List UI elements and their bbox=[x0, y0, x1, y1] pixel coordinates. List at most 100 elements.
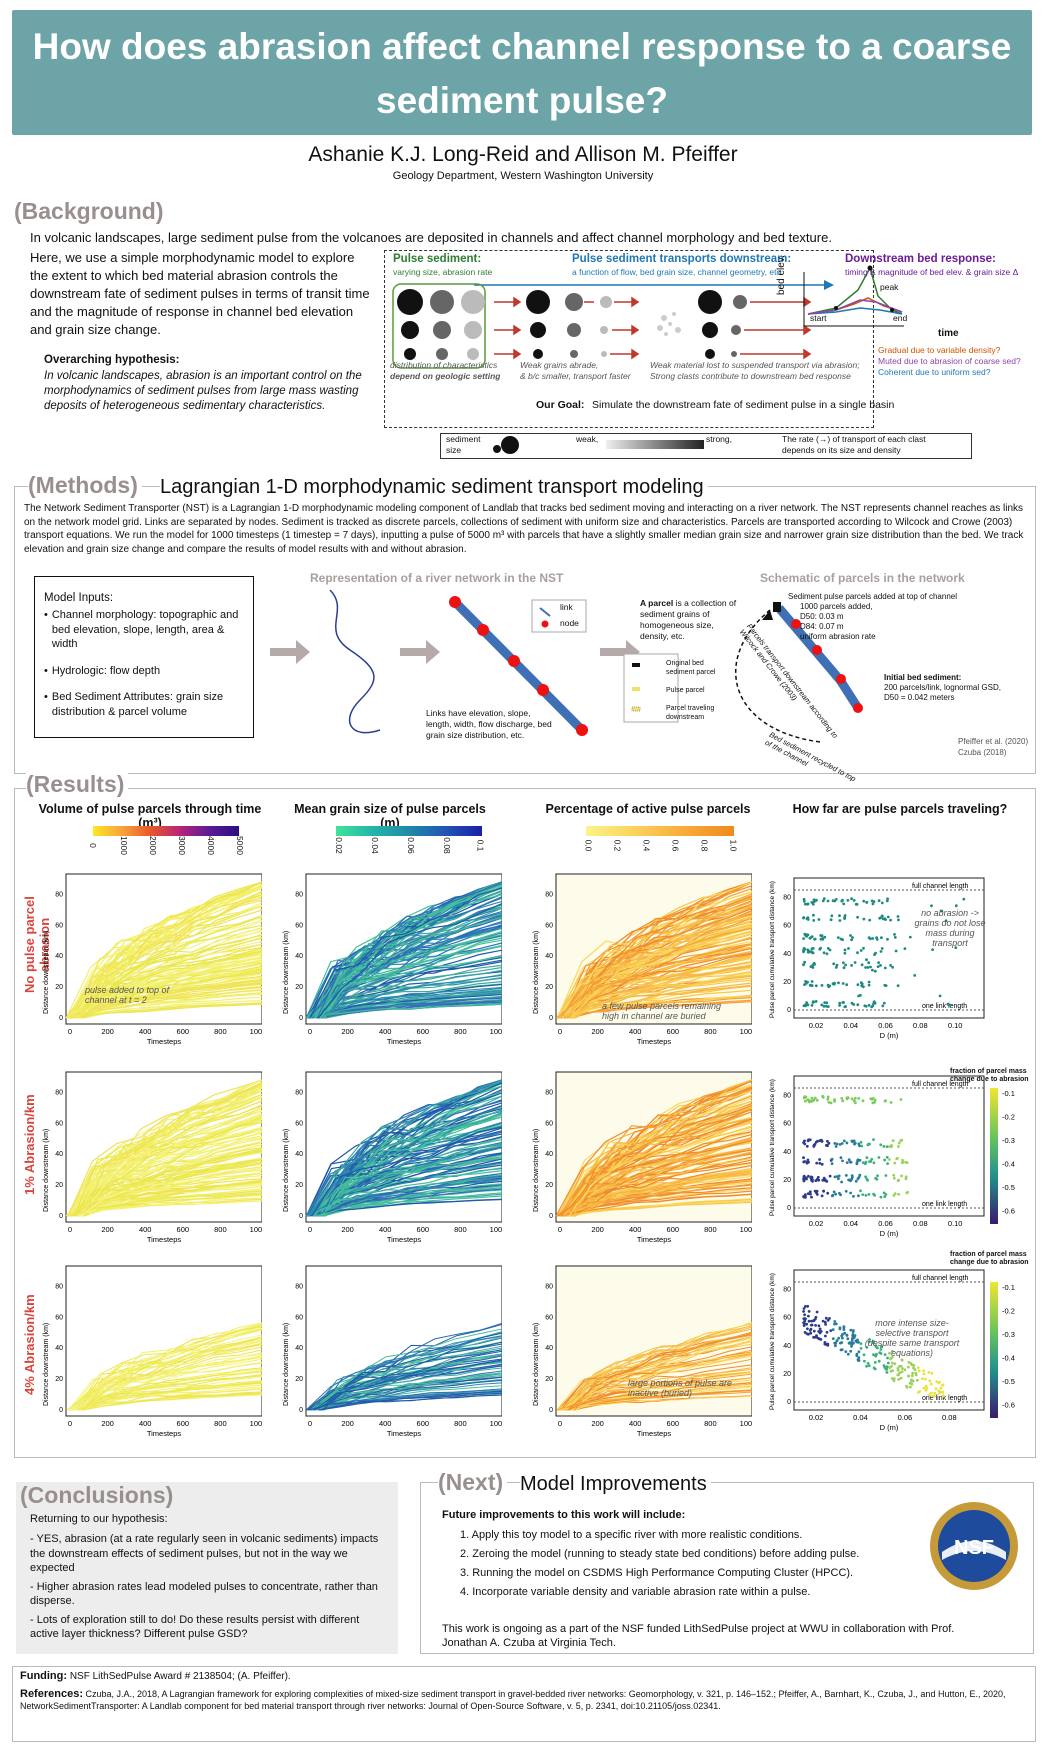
parcel-point bbox=[835, 1142, 839, 1146]
pulse-parcel-trace bbox=[318, 1378, 502, 1411]
parcel-point bbox=[826, 1318, 830, 1322]
y-tick-label: 60 bbox=[55, 922, 63, 929]
parcel-point bbox=[838, 1001, 842, 1005]
parcel-point bbox=[900, 1370, 904, 1374]
parcel-point bbox=[857, 1350, 861, 1354]
parcel-point bbox=[867, 1340, 871, 1344]
x-axis-label: D (m) bbox=[880, 1229, 899, 1238]
parcel-point bbox=[813, 1143, 817, 1146]
parcel-point bbox=[842, 966, 846, 970]
x-tick-label: 0.10 bbox=[948, 1219, 963, 1228]
parcel-point bbox=[834, 1344, 837, 1348]
colorbar-abrasion-fraction: -0.1 -0.2 -0.3 -0.4 -0.5 -0.6 bbox=[990, 1282, 1015, 1418]
parcel-point bbox=[896, 984, 900, 988]
parcel-point bbox=[908, 935, 912, 939]
parcel-point bbox=[883, 1158, 886, 1162]
parcel-point bbox=[855, 1161, 859, 1164]
parcel-point bbox=[847, 947, 850, 950]
parcel-point bbox=[803, 902, 807, 906]
y-axis-label: Distance downstream (km) bbox=[43, 1323, 50, 1406]
pulse-sediment-title: Pulse sediment: bbox=[393, 253, 482, 265]
parcel-point bbox=[814, 1324, 817, 1327]
parcel-point bbox=[888, 1351, 891, 1355]
parcel-point bbox=[892, 1176, 896, 1180]
result-plot-r1-c2: 02004006008001000TimestepsDistance downs… bbox=[533, 1071, 752, 1244]
pulse-parcel-trace bbox=[570, 977, 752, 1019]
parcel-point bbox=[835, 1339, 839, 1343]
background-body: Here, we use a simple morphodynamic mode… bbox=[30, 250, 370, 337]
parcel-point bbox=[904, 1160, 907, 1164]
y-tick-label: 80 bbox=[783, 1093, 791, 1100]
parcel-point bbox=[886, 937, 889, 941]
colorbar-tick-label: -0.4 bbox=[1002, 1160, 1015, 1169]
y-tick-label: 60 bbox=[295, 922, 303, 929]
pulse-parcel-trace bbox=[80, 980, 262, 1019]
parcel-point bbox=[930, 1391, 933, 1395]
x-tick-label: 1000 bbox=[740, 1419, 752, 1428]
result-plot-r1-c1: 02004006008001000TimestepsDistance downs… bbox=[283, 1071, 502, 1244]
parcel-point bbox=[873, 1367, 877, 1371]
pulse-parcel-trace bbox=[83, 1194, 262, 1217]
colorbar-grain-ticks: 0.02 0.04 0.06 0.08 0.1 bbox=[333, 837, 486, 854]
y-tick-label: 60 bbox=[55, 1120, 63, 1127]
pulse-parcel-trace bbox=[84, 1342, 262, 1411]
colorbar-tick-label: -0.6 bbox=[1002, 1401, 1015, 1410]
x-tick-label: 600 bbox=[667, 1225, 680, 1234]
pulse-parcel-trace bbox=[561, 995, 752, 1019]
authors: Ashanie K.J. Long-Reid and Allison M. Pf… bbox=[308, 143, 738, 166]
pulse-parcel-trace bbox=[84, 1329, 262, 1411]
parcel-point bbox=[825, 1330, 829, 1334]
parcel-point bbox=[879, 1345, 883, 1348]
pulse-parcel-trace bbox=[319, 917, 502, 1019]
parcel-point bbox=[857, 1097, 861, 1100]
parcel-point bbox=[820, 1003, 824, 1007]
parcel-point bbox=[877, 1359, 881, 1363]
parcel-point bbox=[889, 964, 892, 967]
parcel-point bbox=[924, 1384, 928, 1388]
pulse-parcel-trace bbox=[560, 1364, 752, 1411]
pulse-parcel-trace bbox=[569, 933, 752, 1019]
parcel-point bbox=[873, 1098, 877, 1102]
parcel-point bbox=[892, 1377, 896, 1380]
parcel-point bbox=[843, 1331, 847, 1335]
parcel-point bbox=[901, 1367, 904, 1370]
parcel-point bbox=[911, 1371, 915, 1375]
x-axis-label: Timesteps bbox=[147, 1037, 182, 1046]
parcel-point bbox=[825, 1001, 829, 1005]
parcel-point bbox=[832, 962, 836, 966]
conclusion-item: - YES, abrasion (at a rate regularly see… bbox=[30, 1533, 379, 1574]
parcel-point bbox=[810, 1323, 814, 1327]
colorbar-tick-label: -0.3 bbox=[1002, 1330, 1015, 1339]
pulse-parcel-trace bbox=[71, 1143, 262, 1217]
parcel-point bbox=[884, 1193, 888, 1196]
y-tick-label: 80 bbox=[55, 1283, 63, 1290]
x-tick-label: 0 bbox=[558, 1027, 562, 1036]
parcel-point bbox=[831, 1337, 835, 1340]
pulse-parcel-trace bbox=[306, 916, 502, 1019]
parcel-point bbox=[867, 961, 871, 965]
parcel-point bbox=[871, 968, 874, 972]
x-tick-label: 0 bbox=[68, 1419, 72, 1428]
parcel-point bbox=[877, 899, 881, 903]
background-schematic-box bbox=[384, 250, 874, 428]
pulse-parcel-trace bbox=[573, 1148, 752, 1217]
parcel-point bbox=[889, 918, 892, 922]
parcel-point bbox=[927, 1371, 931, 1374]
pulse-parcel-trace bbox=[322, 1322, 502, 1411]
parcel-point bbox=[884, 984, 888, 987]
parcel-point bbox=[821, 1319, 825, 1323]
pulse-parcel-trace bbox=[80, 1183, 262, 1217]
pulse-parcel-trace bbox=[71, 1172, 262, 1217]
parcel-point bbox=[807, 1100, 811, 1104]
hypothesis-text: In volcanic landscapes, abrasion is an i… bbox=[44, 370, 362, 412]
pulse-parcel-trace bbox=[563, 1164, 752, 1217]
note-inactive: large portions of pulse are inactive (bu… bbox=[628, 1378, 733, 1398]
parcel-point bbox=[938, 1391, 941, 1395]
y-tick-label: 80 bbox=[295, 1089, 303, 1096]
parcel-point bbox=[835, 963, 839, 967]
y-tick-label: 40 bbox=[783, 951, 791, 958]
parcel-point bbox=[894, 949, 898, 953]
parcel-point bbox=[917, 1369, 921, 1373]
parcel-point bbox=[837, 1177, 840, 1181]
caption-suspended: Weak material lost to suspended transpor… bbox=[650, 360, 860, 370]
